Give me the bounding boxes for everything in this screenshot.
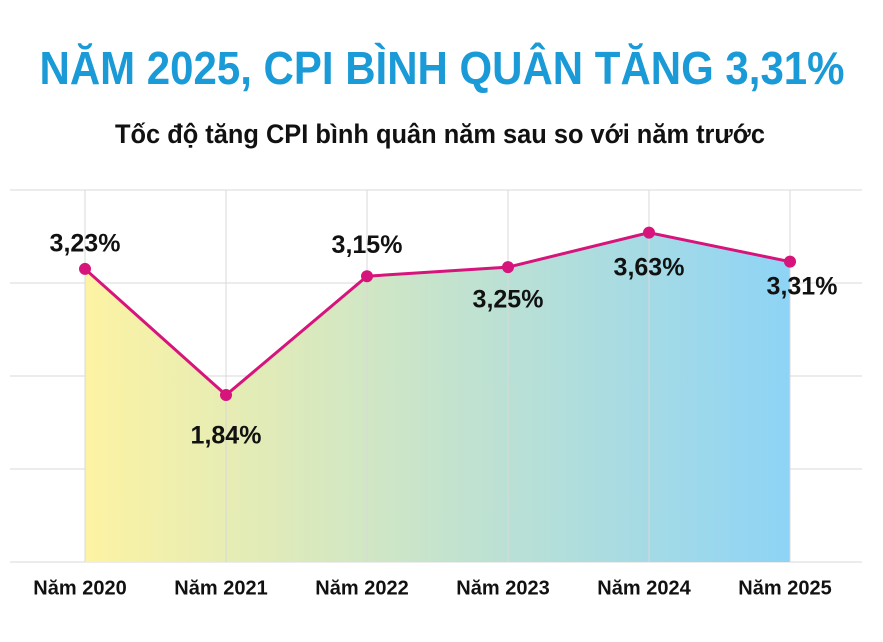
x-tick-label: Năm 2023: [456, 577, 549, 599]
chart-title: NĂM 2025, CPI BÌNH QUÂN TĂNG 3,31%: [40, 42, 845, 94]
value-label: 3,15%: [332, 231, 403, 259]
point: [784, 255, 796, 268]
value-label: 1,84%: [191, 422, 262, 450]
x-tick-label: Năm 2020: [33, 577, 126, 599]
point: [79, 262, 91, 275]
point: [361, 270, 373, 283]
x-tick-label: Năm 2022: [315, 577, 408, 599]
x-tick-label: Năm 2024: [597, 577, 691, 599]
value-label: 3,25%: [473, 286, 544, 314]
point: [643, 226, 655, 239]
chart-subtitle: Tốc độ tăng CPI bình quân năm sau so với…: [115, 119, 765, 149]
value-label: 3,63%: [614, 253, 685, 281]
area: [85, 232, 790, 562]
value-label: 3,31%: [767, 272, 838, 300]
value-label: 3,23%: [50, 230, 121, 258]
point: [502, 261, 514, 274]
x-tick-label: Năm 2021: [174, 577, 267, 599]
point: [220, 389, 232, 402]
line: [83, 231, 791, 398]
x-tick-label: Năm 2025: [738, 577, 831, 599]
